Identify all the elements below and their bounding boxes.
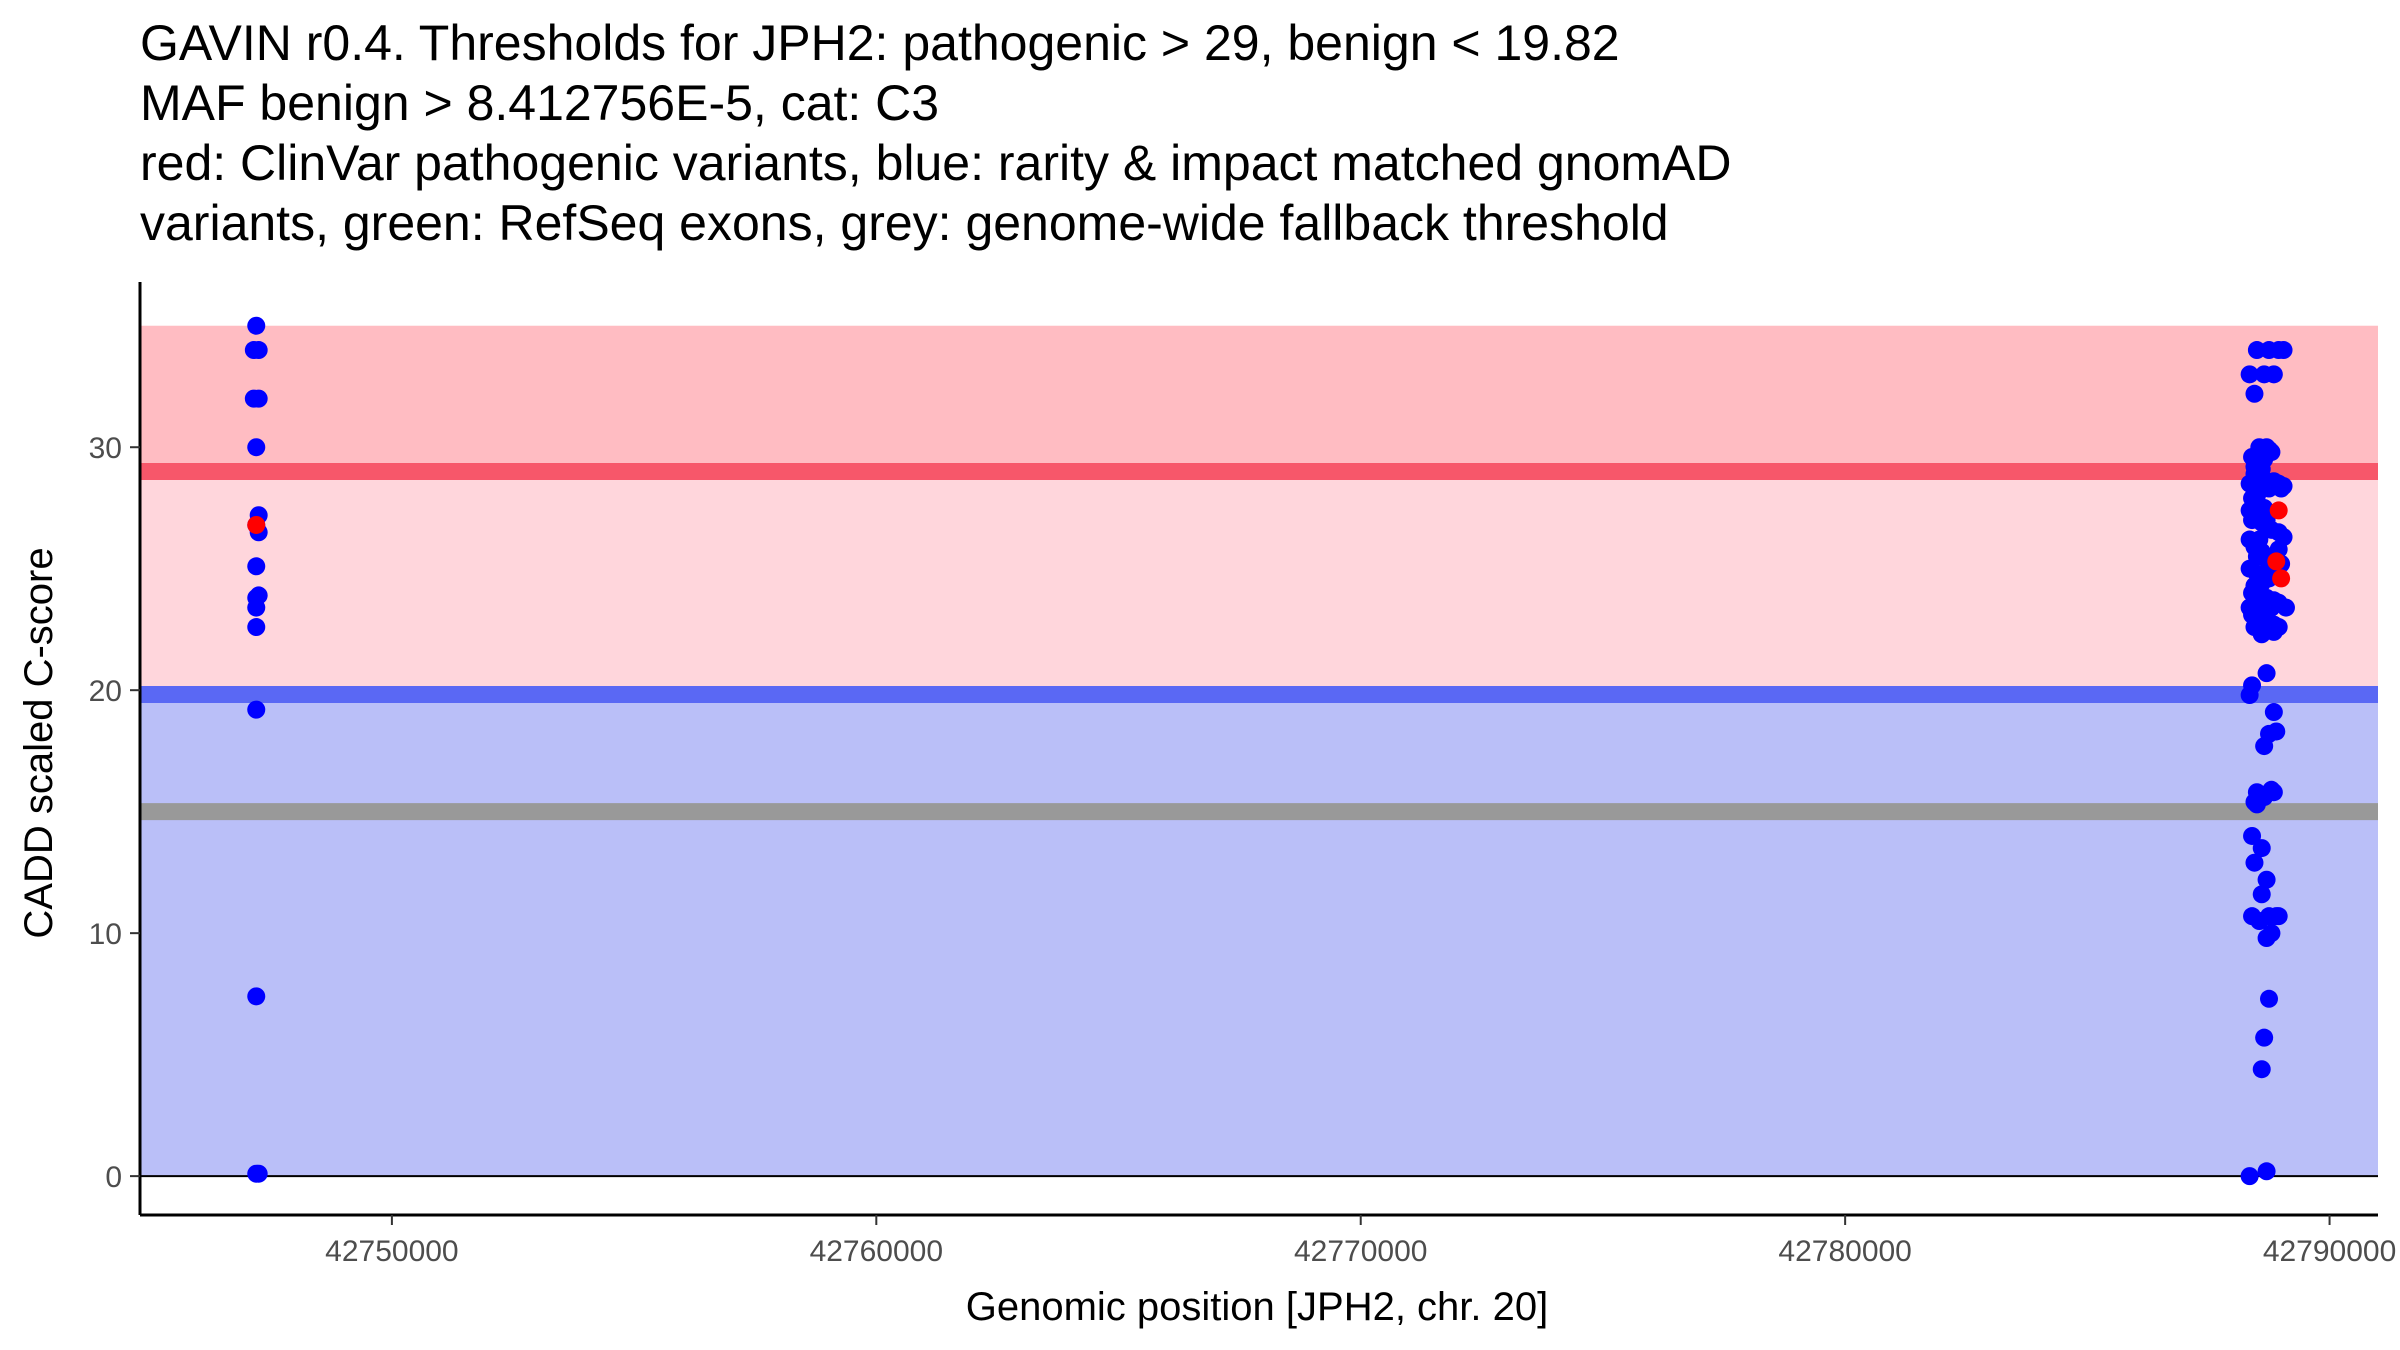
point-s0-20 [2240, 365, 2259, 384]
point-s0-49 [2247, 496, 2266, 515]
data-points [244, 316, 2295, 1186]
axes [138, 282, 2378, 1217]
point-s0-94 [2257, 664, 2276, 683]
point-s1-3 [2272, 569, 2291, 588]
x-tick-label-0: 42750000 [325, 1235, 458, 1268]
point-s0-12 [247, 598, 266, 617]
point-s0-5 [247, 438, 266, 457]
point-s1-2 [2267, 552, 2286, 571]
point-s0-93 [2264, 622, 2283, 641]
point-s0-15 [247, 987, 266, 1006]
point-s0-83 [2276, 598, 2295, 617]
x-axis-title: Genomic position [JPH2, chr. 20] [966, 1285, 1549, 1329]
x-tick-label-3: 42780000 [1778, 1235, 1911, 1268]
point-s0-22 [2247, 341, 2266, 360]
y-tick-label-0: 0 [105, 1161, 122, 1194]
x-tick-label-2: 42770000 [1294, 1235, 1427, 1268]
chart-title: GAVIN r0.4. Thresholds for JPH2: pathoge… [140, 15, 1731, 251]
title-line-1: GAVIN r0.4. Thresholds for JPH2: pathoge… [140, 15, 1620, 71]
point-s1-0 [247, 515, 266, 534]
point-s0-118 [2257, 929, 2276, 948]
point-s0-123 [2257, 1162, 2276, 1181]
y-axis-title: CADD scaled C-score [17, 547, 61, 938]
point-s0-24 [2274, 341, 2293, 360]
x-tick-label-1: 42760000 [810, 1235, 943, 1268]
point-s0-97 [2264, 703, 2283, 722]
band-2 [140, 694, 2378, 1177]
band-1 [140, 471, 2378, 695]
y-tick-label-3: 30 [89, 432, 122, 465]
point-s0-0 [247, 316, 266, 335]
point-s0-96 [2240, 686, 2259, 705]
x-axis-ticks: 42750000 42760000 42770000 42780000 42790000 [325, 1215, 2396, 1268]
point-s0-54 [2257, 511, 2276, 530]
point-s0-121 [2260, 989, 2279, 1008]
band-0 [140, 325, 2378, 472]
point-s0-120 [2240, 1167, 2259, 1186]
point-s0-107 [2243, 826, 2262, 845]
point-s0-99 [2267, 722, 2286, 741]
point-s0-115 [2250, 912, 2269, 931]
point-s1-1 [2269, 501, 2288, 520]
point-s0-19 [2245, 384, 2264, 403]
point-s0-110 [2245, 853, 2264, 872]
point-s0-13 [247, 618, 266, 637]
point-s0-100 [2255, 737, 2274, 756]
point-s0-25 [2264, 365, 2283, 384]
title-line-4: variants, green: RefSeq exons, grey: gen… [140, 195, 1669, 251]
threshold-bands [140, 325, 2378, 1177]
point-s0-117 [2267, 907, 2286, 926]
point-s0-62 [2274, 528, 2293, 547]
point-s0-14 [247, 700, 266, 719]
point-s0-82 [2262, 598, 2281, 617]
y-tick-label-2: 20 [89, 675, 122, 708]
y-tick-label-1: 10 [89, 918, 122, 951]
point-s0-17 [247, 1164, 266, 1183]
y-axis-ticks: 0 10 20 30 [89, 432, 140, 1194]
point-s0-109 [2257, 870, 2276, 889]
threshold-lines [140, 463, 2378, 821]
x-tick-label-4: 42790000 [2263, 1235, 2396, 1268]
point-s0-35 [2260, 440, 2279, 459]
point-s0-9 [247, 557, 266, 576]
point-s0-2 [249, 341, 268, 360]
point-s0-119 [2255, 1028, 2274, 1047]
point-s0-105 [2247, 795, 2266, 814]
point-s0-106 [2264, 783, 2283, 802]
point-s0-47 [2274, 477, 2293, 496]
point-s0-4 [249, 389, 268, 408]
point-s0-122 [2252, 1060, 2271, 1079]
point-s0-108 [2252, 839, 2271, 858]
title-line-2: MAF benign > 8.412756E-5, cat: C3 [140, 75, 939, 131]
title-line-3: red: ClinVar pathogenic variants, blue: … [140, 135, 1731, 191]
point-s0-112 [2252, 885, 2271, 904]
